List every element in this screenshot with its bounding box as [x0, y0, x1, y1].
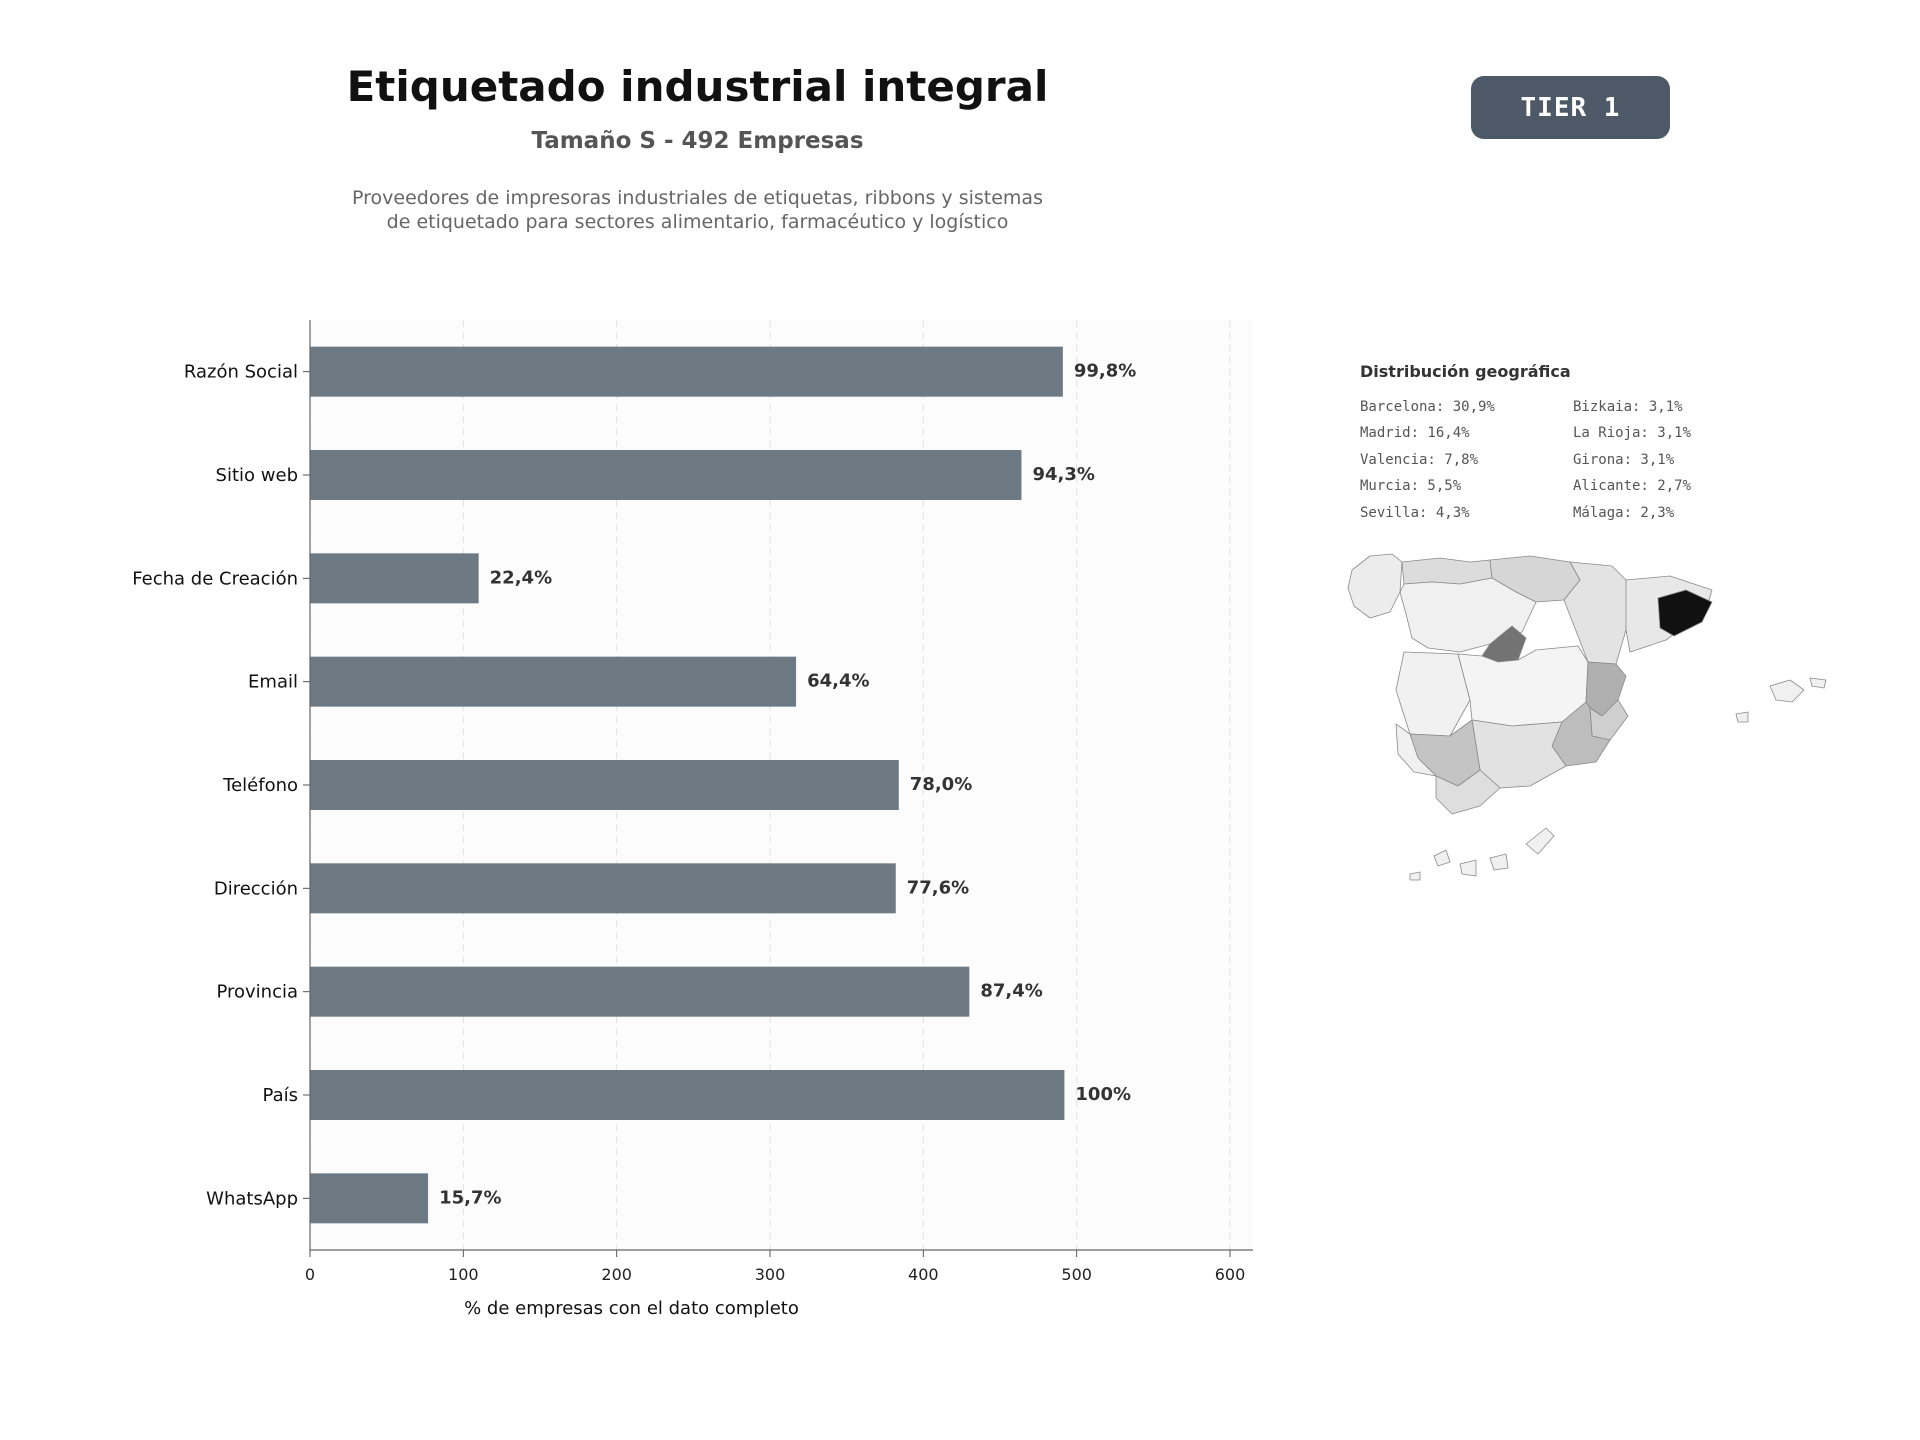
map-region — [1489, 853, 1509, 871]
map-region — [1457, 645, 1589, 727]
map-region — [1525, 827, 1555, 855]
data-label: 94,3% — [1032, 464, 1094, 485]
spain-choropleth-map — [1347, 553, 1827, 881]
geo-entry: Murcia: 5,5% — [1360, 478, 1462, 495]
bar — [310, 450, 1022, 500]
x-tick-label: 0 — [305, 1265, 315, 1284]
category-label: Teléfono — [222, 775, 298, 796]
map-region — [1433, 849, 1451, 867]
geo-entry: Sevilla: 4,3% — [1360, 504, 1470, 521]
geo-entry: Barcelona: 30,9% — [1360, 399, 1495, 415]
bar — [310, 656, 797, 707]
bar — [310, 553, 479, 604]
geo-entry: Málaga: 2,3% — [1573, 504, 1675, 521]
geo-list-right: Bizkaia: 3,1% La Rioja: 3,1% Girona: 3,1… — [1573, 398, 1691, 530]
x-tick-label: 500 — [1061, 1265, 1092, 1284]
geo-entry: Alicante: 2,7% — [1573, 478, 1692, 495]
x-tick-label: 300 — [755, 1265, 786, 1284]
page-description: Proveedores de impresoras industriales d… — [352, 187, 1043, 233]
data-label: 100% — [1075, 1084, 1131, 1105]
geo-entry: Girona: 3,1% — [1573, 451, 1675, 468]
x-tick-label: 400 — [908, 1265, 939, 1284]
data-label: 77,6% — [907, 877, 969, 898]
x-axis-title: % de empresas con el dato completo — [464, 1298, 799, 1319]
data-label: 64,4% — [807, 671, 869, 692]
bar — [310, 1070, 1065, 1120]
map-region — [1657, 589, 1713, 637]
map-region — [1399, 577, 1537, 653]
page-title: Etiquetado industrial integral — [346, 62, 1049, 111]
geo-list-left: Barcelona: 30,9% Madrid: 16,4% Valencia:… — [1360, 398, 1495, 530]
bar — [310, 863, 896, 914]
data-label: 22,4% — [490, 567, 552, 588]
category-label: País — [263, 1085, 298, 1106]
page-subtitle: Tamaño S - 492 Empresas — [531, 128, 864, 154]
map-region — [1809, 677, 1827, 689]
geo-entry: La Rioja: 3,1% — [1573, 425, 1692, 442]
category-label: Fecha de Creación — [132, 568, 298, 589]
category-label: Dirección — [214, 878, 298, 899]
map-region — [1395, 723, 1437, 777]
category-label: WhatsApp — [206, 1188, 298, 1209]
map-region — [1401, 557, 1493, 585]
category-label: Email — [248, 672, 298, 693]
bar — [310, 966, 970, 1017]
bar — [310, 760, 899, 810]
bar — [310, 1173, 429, 1224]
bar — [310, 346, 1063, 397]
x-tick-label: 100 — [448, 1265, 479, 1284]
map-region — [1347, 553, 1403, 619]
geo-entry: Madrid: 16,4% — [1360, 425, 1470, 442]
geo-entry: Bizkaia: 3,1% — [1573, 399, 1683, 415]
geo-entry: Valencia: 7,8% — [1360, 451, 1479, 468]
data-label: 99,8% — [1074, 361, 1136, 382]
tier-badge: TIER 1 — [1471, 76, 1670, 139]
data-label: 78,0% — [910, 774, 972, 795]
category-label: Razón Social — [184, 362, 298, 383]
map-region — [1459, 859, 1477, 877]
map-region — [1395, 651, 1471, 737]
x-tick-label: 600 — [1215, 1265, 1246, 1284]
category-label: Sitio web — [216, 465, 298, 486]
map-region — [1409, 871, 1421, 881]
category-label: Provincia — [216, 982, 298, 1003]
map-region — [1769, 679, 1805, 703]
map-region — [1435, 769, 1501, 815]
data-label: 15,7% — [439, 1187, 501, 1208]
data-label: 87,4% — [980, 981, 1042, 1002]
geo-distribution-title: Distribución geográfica — [1360, 362, 1571, 381]
map-region — [1735, 711, 1749, 723]
x-tick-label: 200 — [601, 1265, 632, 1284]
